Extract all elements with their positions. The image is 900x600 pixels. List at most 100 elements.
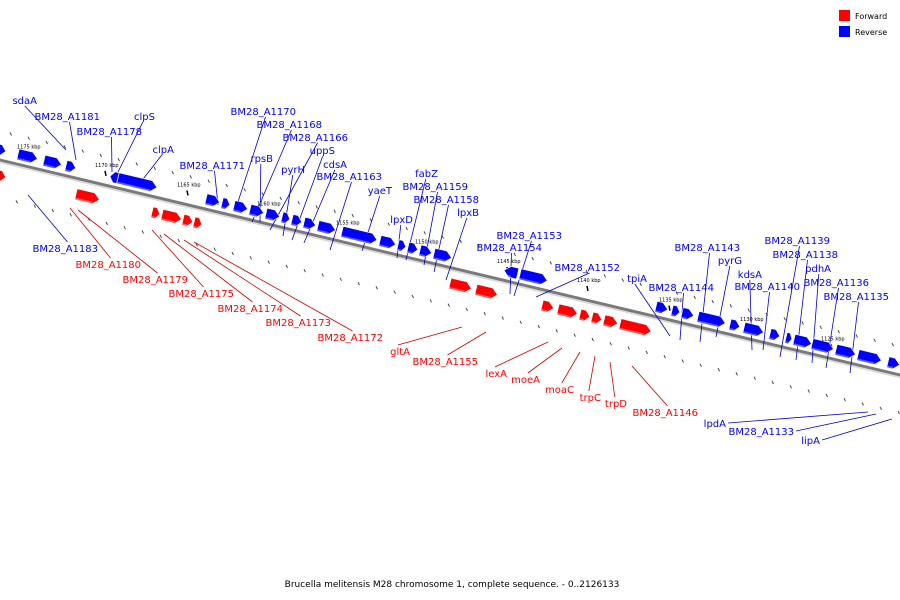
gene-label: BM28_A1168 (256, 120, 322, 131)
gene-arrow-shape (248, 204, 265, 218)
gene-arrow-shape (518, 268, 548, 286)
gene-label: lipA (801, 436, 820, 447)
gene-label: sdaA (12, 96, 37, 107)
gene-label: trpC (580, 393, 601, 404)
gene-arrow-shade (474, 293, 491, 299)
gene-leader-line (749, 279, 753, 351)
track-dash (501, 316, 504, 320)
scale-tick-label: 1145 kbp (497, 259, 521, 265)
gene-leader-line (535, 272, 590, 298)
gene-arrow-shape (503, 266, 520, 280)
gene-label: lpxD (390, 215, 413, 226)
track-dash (243, 188, 246, 192)
track-dash (189, 175, 192, 179)
gene-arrow-shade (578, 317, 585, 322)
backbone-layer: 1175 kbp 1170 kbp 1165 kbp 1160 kbp 1155 kbp… (0, 132, 900, 415)
gene-label: BM28_A1174 (217, 304, 283, 315)
gene-label: moeA (511, 375, 540, 386)
gene-arrow-shape (728, 318, 741, 332)
track-dash (369, 218, 372, 222)
gene-label: moaC (545, 385, 574, 396)
track-dash (303, 268, 306, 273)
track-dash (267, 260, 270, 264)
gene-leader-line (433, 204, 449, 273)
track-dash (297, 200, 300, 205)
gene-label: BM28_A1181 (34, 112, 100, 123)
reverse-gene-arrow (834, 344, 856, 359)
gene-leader-line (513, 240, 532, 297)
track-dash (567, 265, 570, 269)
scale-tick (186, 190, 189, 196)
gene-leader-line (494, 341, 549, 368)
gene-arrow-shade (502, 273, 511, 278)
track-dash (627, 346, 630, 350)
gene-arrow-shape (680, 307, 695, 320)
gene-arrow-shape (834, 344, 856, 359)
gene-arrow-shade (742, 331, 757, 337)
track-dash (9, 132, 12, 136)
track-dash (801, 321, 804, 325)
gene-arrow-shape (602, 314, 619, 328)
chromosome-backbone-shadow (0, 161, 900, 379)
reverse-gene-arrow (290, 214, 303, 227)
track-dash (465, 307, 468, 312)
gene-arrow-shape (396, 239, 407, 252)
track-dash (333, 209, 336, 214)
gene-label: BM28_A1180 (75, 260, 141, 271)
gene-label: BM28_A1173 (265, 318, 331, 329)
reverse-gene-arrow (64, 160, 77, 173)
track-dash (105, 221, 108, 226)
gene-label: BM28_A1159 (402, 182, 468, 193)
gene-leader-line (609, 361, 616, 398)
gene-leader-line (77, 209, 158, 274)
gene-label: kdsA (738, 270, 762, 281)
forward-gene-arrow (160, 208, 182, 224)
gene-label: BM28_A1158 (413, 195, 479, 206)
track-dash (429, 299, 432, 303)
gene-label: fabZ (415, 169, 438, 180)
gene-arrow-shade (728, 327, 735, 331)
gene-arrow-shade (64, 169, 71, 173)
track-dash (555, 329, 558, 333)
gene-arrow-shape (670, 304, 681, 318)
track-dash (717, 367, 720, 372)
track-dash (837, 329, 840, 334)
gene-label: cdsA (323, 160, 347, 171)
forward-gene-arrow (602, 314, 619, 328)
track-dash (279, 196, 282, 201)
forward-gene-arrow (578, 308, 591, 322)
forward-gene-arrow (0, 169, 7, 182)
gene-leader-line (634, 283, 671, 337)
track-dash (477, 243, 480, 248)
gene-label: yaeT (368, 186, 393, 197)
gene-arrow-shade (192, 225, 198, 229)
gene-label: BM28_A1179 (122, 275, 188, 286)
gene-arrow-shape (192, 216, 203, 229)
track-dash (315, 205, 318, 209)
track-dash (519, 320, 522, 325)
gene-leader-line (235, 116, 266, 209)
track-dash (321, 273, 324, 277)
gene-arrow-shade (418, 253, 426, 258)
track-dash (573, 333, 576, 337)
scale-tick (668, 305, 671, 311)
gene-arrow-shape (181, 214, 194, 227)
track-dash (171, 170, 174, 175)
gene-arrow-shade (670, 313, 676, 317)
track-dash (693, 295, 696, 300)
scale-tick-label: 1135 kbp (659, 298, 683, 304)
track-dash (135, 162, 138, 166)
track-dash (891, 342, 894, 347)
scale-tick-label: 1125 kbp (821, 336, 845, 342)
reverse-gene-arrow (670, 304, 681, 318)
gene-arrow-shape (856, 349, 882, 365)
gene-leader-line (282, 174, 294, 237)
gene-leader-line (69, 121, 77, 161)
track-dash (789, 385, 792, 389)
track-dash (195, 243, 198, 247)
gene-leader-line (699, 252, 710, 343)
track-dash (249, 256, 252, 260)
gene-label: BM28_A1163 (316, 172, 382, 183)
gene-label: BM28_A1166 (282, 133, 348, 144)
